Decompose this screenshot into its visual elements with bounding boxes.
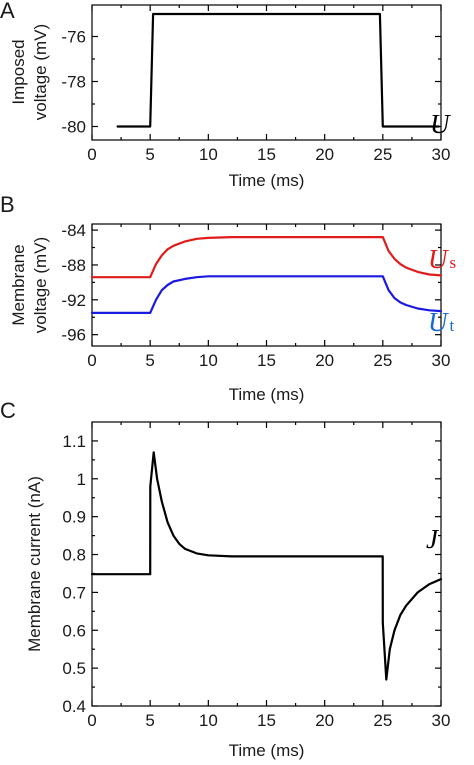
x-ticks-b: 0 5 10 15 20 25 30 bbox=[87, 224, 450, 370]
series-label-u: U bbox=[430, 109, 451, 139]
plot-frame-a bbox=[91, 4, 442, 141]
y-axis-label-a-line2: voltage (mV) bbox=[31, 24, 50, 120]
panel-letter-b: B bbox=[0, 192, 15, 217]
x-tick-label: 15 bbox=[257, 351, 276, 370]
series-line-u bbox=[116, 12, 440, 128]
series-label-j: J bbox=[426, 524, 440, 554]
y-tick-label: -80 bbox=[61, 118, 86, 137]
x-tick-label: 15 bbox=[257, 711, 276, 730]
y-tick-label: -96 bbox=[61, 326, 86, 345]
series-line-us bbox=[90, 236, 443, 279]
x-axis-label-c: Time (ms) bbox=[229, 741, 305, 760]
x-ticks-c: 0 5 10 15 20 25 30 bbox=[87, 422, 450, 730]
y-tick-label: -84 bbox=[61, 221, 86, 240]
y-tick-label: 0.9 bbox=[62, 508, 86, 527]
y-tick-label: 0.8 bbox=[62, 546, 86, 565]
x-tick-label: 20 bbox=[315, 351, 334, 370]
x-axis-label-a: Time (ms) bbox=[229, 171, 305, 190]
x-tick-label: 0 bbox=[87, 145, 96, 164]
y-tick-label: 0.6 bbox=[62, 621, 86, 640]
y-axis-label-a-line1: Imposed bbox=[9, 39, 28, 104]
series-group-c bbox=[90, 451, 443, 681]
x-tick-label: 25 bbox=[373, 145, 392, 164]
x-tick-label: 0 bbox=[87, 351, 96, 370]
y-tick-label: 0.5 bbox=[62, 659, 86, 678]
x-tick-label: 10 bbox=[199, 351, 218, 370]
y-axis-label-b-line1: Membrane bbox=[9, 244, 28, 325]
panel-c: C 0 5 10 15 20 25 30 0.4 0.5 0.6 0.7 0.8 0.9 1 1.1 Ti… bbox=[0, 398, 450, 760]
series-group-b bbox=[90, 236, 443, 314]
y-ticks-b: -96 -92 -88 -84 bbox=[61, 221, 441, 345]
x-tick-label: 5 bbox=[145, 145, 154, 164]
y-tick-label: 1.1 bbox=[62, 432, 86, 451]
x-tick-label: 10 bbox=[199, 145, 218, 164]
panel-letter-a: A bbox=[0, 0, 15, 23]
x-ticks-a: 0 5 10 15 20 25 30 bbox=[87, 5, 450, 164]
y-tick-label: -78 bbox=[61, 73, 86, 92]
x-tick-label: 20 bbox=[315, 711, 334, 730]
x-tick-label: 30 bbox=[432, 351, 451, 370]
panel-letter-c: C bbox=[0, 398, 16, 423]
series-group-a bbox=[116, 12, 440, 128]
x-tick-label: 20 bbox=[315, 145, 334, 164]
panel-a: A 0 5 10 15 20 25 30 -80 -78 -76 Time (ms) Impos… bbox=[0, 0, 451, 190]
x-tick-label: 10 bbox=[199, 711, 218, 730]
panel-b: B 0 5 10 15 20 25 30 -96 -92 -88 -84 Time (ms) Me… bbox=[0, 192, 456, 404]
x-tick-label: 30 bbox=[432, 145, 451, 164]
series-line-j bbox=[90, 451, 443, 681]
plot-frame-b bbox=[91, 223, 442, 347]
x-tick-label: 25 bbox=[373, 711, 392, 730]
y-tick-label: 0.7 bbox=[62, 583, 86, 602]
y-axis-label-c: Membrane current (nA) bbox=[25, 476, 44, 652]
y-ticks-a: -80 -78 -76 bbox=[61, 28, 441, 137]
x-tick-label: 5 bbox=[145, 711, 154, 730]
x-tick-label: 15 bbox=[257, 145, 276, 164]
y-tick-label: -76 bbox=[61, 28, 86, 47]
x-tick-label: 30 bbox=[432, 711, 451, 730]
y-tick-label: -88 bbox=[61, 256, 86, 275]
x-tick-label: 5 bbox=[145, 351, 154, 370]
y-tick-label: 0.4 bbox=[62, 697, 86, 716]
y-tick-label: 1 bbox=[77, 470, 86, 489]
series-line-ut bbox=[90, 275, 443, 314]
x-axis-label-b: Time (ms) bbox=[229, 385, 305, 404]
y-ticks-c: 0.4 0.5 0.6 0.7 0.8 0.9 1 1.1 bbox=[62, 432, 441, 716]
x-tick-label: 0 bbox=[87, 711, 96, 730]
y-tick-label: -92 bbox=[61, 291, 86, 310]
y-axis-label-b-line2: voltage (mV) bbox=[31, 237, 50, 333]
x-tick-label: 25 bbox=[373, 351, 392, 370]
